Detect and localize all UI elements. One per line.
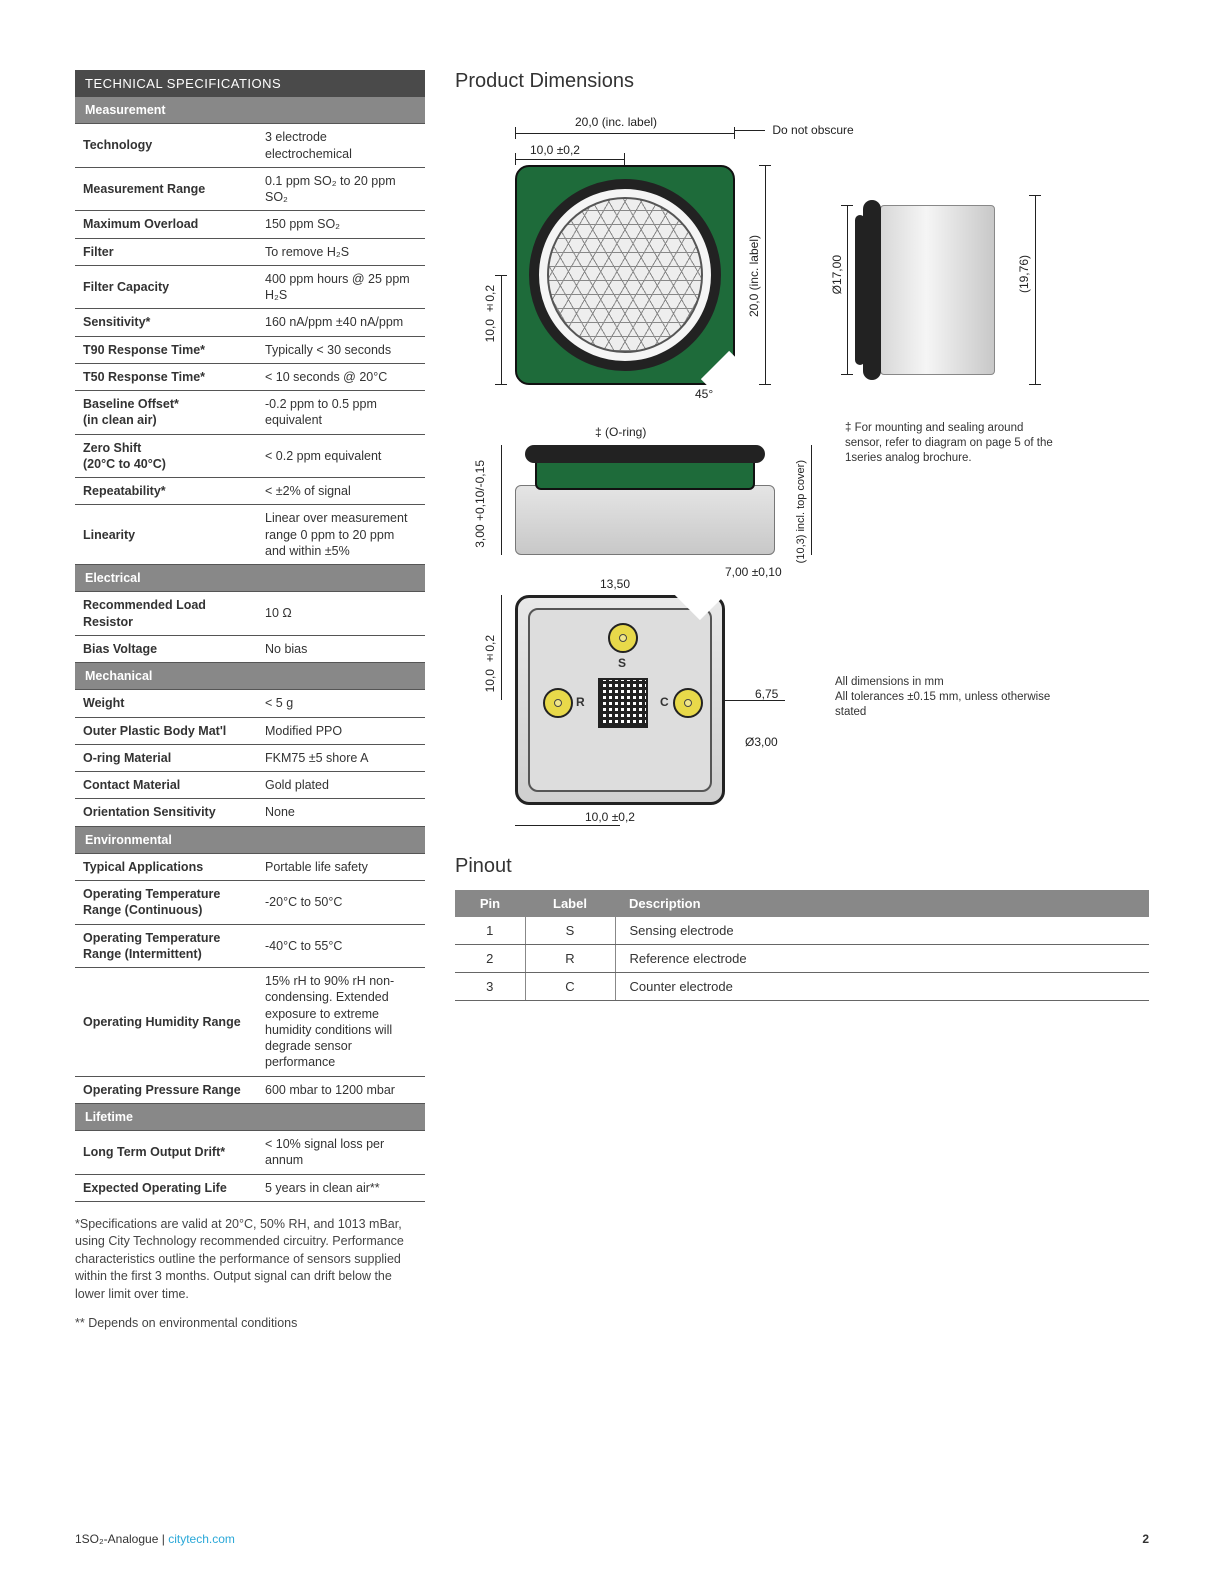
pin-s-label: S: [618, 656, 626, 670]
dimensions-diagram: 20,0 (inc. label) 10,0 ±0,2 Do not obscu…: [455, 105, 1149, 825]
dim-left-height: 10,0 ±0,2: [483, 285, 497, 342]
do-not-obscure: Do not obscure: [735, 123, 854, 137]
pin-r: [543, 688, 573, 718]
dim-bottom-spacing: 13,50: [600, 577, 630, 591]
spec-section-lifetime: Lifetime Long Term Output Drift*< 10% si…: [75, 1103, 425, 1201]
sensor-profile-view: [515, 445, 775, 555]
dimensions-title: Product Dimensions: [455, 70, 1149, 93]
footnotes: *Specifications are valid at 20°C, 50% R…: [75, 1216, 425, 1333]
sensor-top-view: [515, 165, 735, 385]
pin-c-label: C: [660, 695, 669, 709]
dim-top-half: 10,0 ±0,2: [530, 143, 580, 157]
spec-section-environmental: Environmental Typical ApplicationsPortab…: [75, 826, 425, 1103]
sensor-bottom-view: S R C: [515, 595, 725, 805]
pinout-th-desc: Description: [615, 890, 1149, 917]
spec-table-title: TECHNICAL SPECIFICATIONS: [75, 70, 425, 97]
pinout-row: 2 R Reference electrode: [455, 945, 1149, 973]
pin-c: [673, 688, 703, 718]
pin-r-label: R: [576, 695, 585, 709]
spec-section-measurement: Measurement Technology3 electrode electr…: [75, 97, 425, 565]
dim-profile-h: 3,00 +0,10/-0,15: [473, 460, 487, 548]
spec-label: Technology: [75, 124, 257, 168]
dim-bottom-left: 10,0 ±0,2: [483, 635, 497, 692]
qr-code: [598, 678, 648, 728]
spec-value: 3 electrode electrochemical: [257, 124, 425, 168]
pinout-table: Pin Label Description 1 S Sensing electr…: [455, 890, 1149, 1001]
dim-oring: ‡ (O-ring): [595, 425, 646, 439]
page-number: 2: [1142, 1532, 1149, 1546]
note-units: All dimensions in mm All tolerances ±0.1…: [835, 675, 1055, 720]
dim-profile-base: 7,00 ±0,10: [725, 565, 782, 579]
pinout-title: Pinout: [455, 855, 1149, 878]
dim-top-width: 20,0 (inc. label): [575, 115, 657, 129]
dim-pin-d: Ø3,00: [745, 735, 778, 749]
pinout-row: 1 S Sensing electrode: [455, 917, 1149, 945]
sensor-side-cylinder: [855, 195, 995, 385]
spec-section-electrical: Electrical Recommended Load Resistor10 Ω…: [75, 565, 425, 663]
dim-angle: 45°: [695, 387, 713, 401]
footer-product: 1SO₂-Analogue: [75, 1532, 158, 1546]
page-footer: 1SO₂-Analogue | citytech.com 2: [75, 1532, 1149, 1546]
footer-link[interactable]: citytech.com: [168, 1532, 235, 1546]
pin-s: [608, 623, 638, 653]
dim-bottom-bottom: 10,0 ±0,2: [585, 810, 635, 824]
dim-dia17: Ø17,00: [830, 255, 844, 294]
section-header: Measurement: [75, 97, 425, 124]
footnote-star: *Specifications are valid at 20°C, 50% R…: [75, 1216, 425, 1304]
dim-pin-y: 6,75: [755, 687, 778, 701]
pinout-row: 3 C Counter electrode: [455, 973, 1149, 1001]
spec-table: TECHNICAL SPECIFICATIONS Measurement Tec…: [75, 70, 425, 1202]
dim-right-height: 20,0 (inc. label): [747, 235, 761, 317]
spec-section-mechanical: Mechanical Weight< 5 g Outer Plastic Bod…: [75, 663, 425, 827]
footnote-dstar: ** Depends on environmental conditions: [75, 1315, 425, 1333]
pinout-th-label: Label: [525, 890, 615, 917]
dim-profile-top: (10,3) incl. top cover): [795, 460, 807, 563]
note-ddagger: ‡ For mounting and sealing around sensor…: [845, 421, 1055, 466]
pinout-th-pin: Pin: [455, 890, 525, 917]
dim-1976: (19,76): [1017, 255, 1031, 293]
